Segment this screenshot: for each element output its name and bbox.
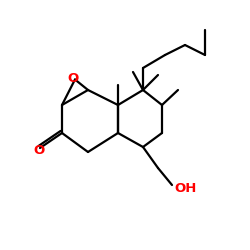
Text: O: O: [34, 144, 44, 158]
Text: OH: OH: [174, 182, 197, 194]
Text: O: O: [68, 72, 78, 85]
